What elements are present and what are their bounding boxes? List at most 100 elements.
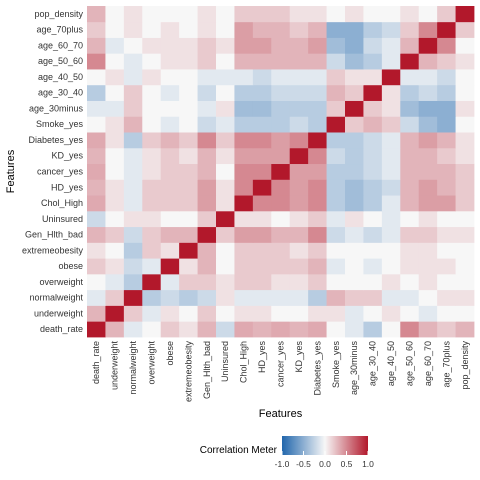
y-tick-label-age_50_60: age_50_60 [38, 56, 83, 66]
heatmap-cell-underweight-age_70plus [437, 305, 456, 322]
heatmap-cell-death_rate-Chol_High [234, 321, 254, 338]
heatmap-cell-age_50_60-underweight [105, 53, 125, 70]
x-tick-label-obese: obese [165, 341, 175, 366]
heatmap-cell-age_70plus-overweight [142, 21, 162, 38]
heatmap-cell-age_50_60-Uninsured [216, 53, 235, 70]
heatmap-cell-Gen_Hlth_bad-age_30minus [345, 226, 364, 243]
heatmap-cell-Chol_High-Uninsured [216, 195, 235, 212]
heatmap-cell-Chol_High-death_rate [87, 195, 106, 212]
heatmap-cell-age_40_50-age_50_60 [400, 69, 420, 86]
heatmap-cell-cancer_yes-KD_yes [289, 163, 309, 180]
heatmap-cell-age_40_50-cancer_yes [271, 69, 291, 86]
heatmap-cell-age_60_70-pop_density [455, 37, 475, 54]
heatmap-cell-age_30_40-extremeobesity [179, 84, 198, 101]
heatmap-cell-age_60_70-Diabetes_yes [308, 37, 327, 54]
x-tick-label-KD_yes: KD_yes [294, 341, 304, 373]
heatmap-cell-age_70plus-underweight [105, 21, 125, 38]
x-tick-label-cancer_yes: cancer_yes [276, 341, 286, 388]
heatmap-cell-Gen_Hlth_bad-underweight [105, 226, 125, 243]
heatmap-cell-normalweight-Smoke_yes [326, 289, 346, 306]
x-axis-title: Features [259, 408, 303, 420]
heatmap-cell-age_50_60-extremeobesity [179, 53, 198, 70]
heatmap-cell-cancer_yes-age_30_40 [363, 163, 383, 180]
heatmap-cell-normalweight-KD_yes [289, 289, 309, 306]
heatmap-cell-Uninsured-extremeobesity [179, 210, 198, 228]
heatmap-cell-Smoke_yes-obese [160, 116, 180, 133]
heatmap-cell-age_30_40-Uninsured [216, 84, 235, 101]
heatmap-cell-pop_density-cancer_yes [271, 6, 291, 23]
y-tick-label-age_30minus: age_30minus [29, 103, 84, 113]
heatmap-cell-age_70plus-extremeobesity [179, 21, 198, 38]
heatmap-cell-Gen_Hlth_bad-age_50_60 [400, 226, 420, 243]
heatmap-cell-age_60_70-Gen_Hlth_bad [197, 37, 217, 54]
heatmap-cell-extremeobesity-cancer_yes [271, 242, 291, 259]
heatmap-cell-extremeobesity-HD_yes [252, 242, 272, 259]
heatmap-cell-age_30minus-death_rate [87, 100, 106, 117]
x-tick-label-Gen_Hlth_bad: Gen_Hlth_bad [202, 341, 212, 399]
heatmap-cell-pop_density-HD_yes [252, 6, 272, 23]
heatmap-cell-HD_yes-obese [160, 179, 180, 196]
heatmap-cell-age_60_70-underweight [105, 37, 125, 54]
heatmap-cell-overweight-extremeobesity [179, 273, 198, 291]
heatmap-cell-overweight-cancer_yes [271, 273, 291, 291]
heatmap-cell-age_30minus-Gen_Hlth_bad [197, 100, 217, 117]
heatmap-cell-age_50_60-KD_yes [289, 53, 309, 70]
heatmap-cell-extremeobesity-KD_yes [289, 242, 309, 259]
heatmap-cell-age_30minus-age_70plus [437, 100, 456, 117]
heatmap-cell-age_70plus-Uninsured [216, 21, 235, 38]
heatmap-cell-Uninsured-underweight [105, 210, 125, 228]
heatmap-cell-extremeobesity-overweight [142, 242, 162, 259]
x-tick-label-Chol_High: Chol_High [239, 341, 249, 383]
heatmap-cell-death_rate-age_50_60 [400, 321, 420, 338]
heatmap-cell-Uninsured-HD_yes [252, 210, 272, 228]
x-tick-label-age_50_60: age_50_60 [405, 341, 415, 386]
color-legend: Correlation Meter -1.0 -0.5 0.0 0.5 1.0 [200, 436, 374, 469]
heatmap-cell-extremeobesity-Diabetes_yes [308, 242, 327, 259]
heatmap-cell-age_30minus-obese [160, 100, 180, 117]
heatmap-cell-age_70plus-obese [160, 21, 180, 38]
heatmap-cell-age_40_50-death_rate [87, 69, 106, 86]
heatmap-cell-cancer_yes-age_40_50 [381, 163, 401, 180]
y-tick-label-obese: obese [58, 261, 83, 271]
heatmap-cell-age_30_40-HD_yes [252, 84, 272, 101]
heatmap-cell-age_40_50-underweight [105, 69, 125, 86]
heatmap-cell-cancer_yes-age_50_60 [400, 163, 420, 180]
heatmap-cell-age_30minus-cancer_yes [271, 100, 291, 117]
heatmap-cell-overweight-age_50_60 [400, 273, 420, 291]
heatmap-cell-KD_yes-Smoke_yes [326, 147, 346, 165]
heatmap-cell-age_40_50-age_70plus [437, 69, 456, 86]
heatmap-cell-normalweight-cancer_yes [271, 289, 291, 306]
heatmap-cell-Smoke_yes-age_40_50 [381, 116, 401, 133]
heatmap-cell-Diabetes_yes-HD_yes [252, 132, 272, 149]
heatmap-cell-overweight-age_30minus [345, 273, 364, 291]
heatmap-cell-extremeobesity-underweight [105, 242, 125, 259]
heatmap-cell-cancer_yes-Diabetes_yes [308, 163, 327, 180]
heatmap-cell-HD_yes-Chol_High [234, 179, 254, 196]
heatmap-cell-cancer_yes-overweight [142, 163, 162, 180]
heatmap-cell-age_50_60-death_rate [87, 53, 106, 70]
heatmap-cell-age_50_60-pop_density [455, 53, 475, 70]
heatmap-cell-underweight-overweight [142, 305, 162, 322]
heatmap-cell-age_50_60-Diabetes_yes [308, 53, 327, 70]
heatmap-cell-KD_yes-cancer_yes [271, 147, 291, 165]
heatmap-cell-death_rate-age_70plus [437, 321, 456, 338]
x-tick-label-age_40_50: age_40_50 [386, 341, 396, 386]
heatmap-cell-normalweight-age_40_50 [381, 289, 401, 306]
heatmap-cell-Diabetes_yes-age_30_40 [363, 132, 383, 149]
heatmap-cell-cancer_yes-extremeobesity [179, 163, 198, 180]
y-tick-label-Smoke_yes: Smoke_yes [36, 119, 84, 129]
x-tick-label-age_70plus: age_70plus [441, 341, 451, 388]
heatmap-cell-KD_yes-overweight [142, 147, 162, 165]
heatmap-cell-age_40_50-age_60_70 [418, 69, 438, 86]
heatmap-cell-normalweight-age_30minus [345, 289, 364, 306]
heatmap-cell-age_30_40-overweight [142, 84, 162, 101]
heatmap-cell-overweight-pop_density [455, 273, 475, 291]
y-tick-label-Uninsured: Uninsured [42, 214, 83, 224]
heatmap-cell-underweight-Gen_Hlth_bad [197, 305, 217, 322]
legend-tick-label: -1.0 [275, 459, 290, 469]
heatmap-cell-Gen_Hlth_bad-Uninsured [216, 226, 235, 243]
heatmap-cell-underweight-Smoke_yes [326, 305, 346, 322]
heatmap-cell-extremeobesity-obese [160, 242, 180, 259]
x-tick-label-age_30minus: age_30minus [349, 341, 359, 396]
